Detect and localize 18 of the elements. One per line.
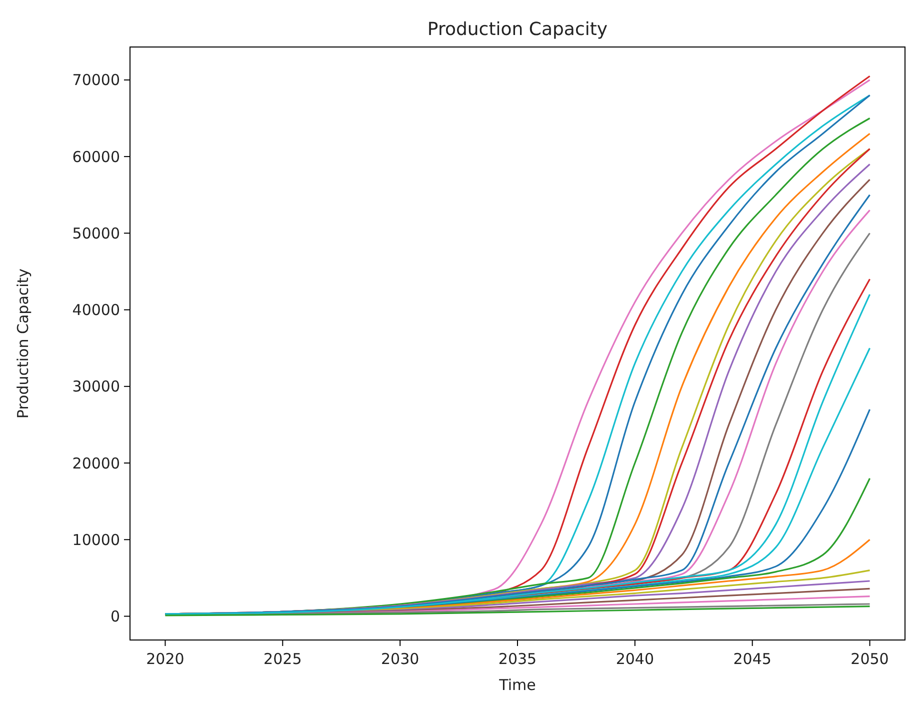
x-tick-label: 2045 bbox=[733, 650, 772, 668]
x-tick-label: 2025 bbox=[264, 650, 302, 668]
y-tick-label: 10000 bbox=[72, 530, 120, 549]
chart-title: Production Capacity bbox=[427, 19, 608, 40]
x-tick-label: 2035 bbox=[498, 650, 537, 668]
y-tick-label: 60000 bbox=[72, 148, 120, 166]
x-tick-label: 2030 bbox=[380, 650, 420, 668]
y-tick-label: 20000 bbox=[72, 454, 120, 472]
x-axis-title: Time bbox=[498, 676, 536, 694]
x-tick-label: 2050 bbox=[850, 650, 889, 668]
y-tick-label: 30000 bbox=[72, 378, 120, 396]
y-tick-label: 50000 bbox=[72, 224, 120, 242]
y-tick-label: 70000 bbox=[72, 71, 120, 90]
y-axis-title: Production Capacity bbox=[14, 268, 32, 419]
x-tick-label: 2040 bbox=[616, 650, 654, 668]
y-tick-label: 0 bbox=[110, 608, 120, 626]
x-tick-label: 2020 bbox=[146, 650, 184, 668]
y-tick-label: 40000 bbox=[72, 301, 120, 320]
